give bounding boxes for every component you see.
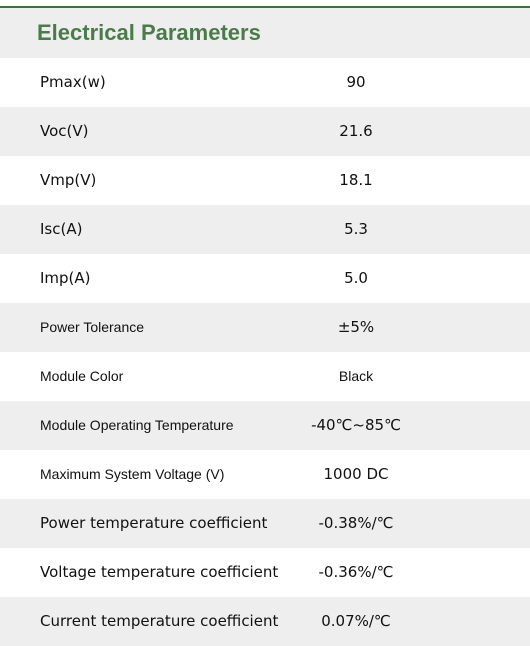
table-row: Isc(A) 5.3: [0, 205, 530, 254]
row-value: -0.36%/℃: [318, 563, 394, 581]
row-value: 21.6: [339, 122, 373, 140]
table-row: Module Color Black: [0, 352, 530, 401]
row-value: 5.3: [344, 220, 368, 238]
header: Electrical Parameters: [0, 8, 530, 58]
table-row: Maximum System Voltage (V) 1000 DC: [0, 450, 530, 499]
row-value: 5.0: [344, 269, 368, 287]
table-row: Power Tolerance ±5%: [0, 303, 530, 352]
row-label: Vmp(V): [40, 171, 97, 189]
row-label: Current temperature coefficient: [40, 612, 279, 630]
table-row: Module Operating Temperature -40℃~85℃: [0, 401, 530, 450]
table-row: Voc(V) 21.6: [0, 107, 530, 156]
row-value: 0.07%/℃: [321, 612, 391, 630]
table-row: Power temperature coefficient -0.38%/℃: [0, 499, 530, 548]
row-value: 1000 DC: [323, 465, 389, 483]
row-label: Imp(A): [40, 269, 91, 287]
row-value: -0.38%/℃: [318, 514, 394, 532]
row-label: Isc(A): [40, 220, 83, 238]
header-title: Electrical Parameters: [37, 20, 261, 45]
row-label: Module Operating Temperature: [40, 417, 234, 433]
row-label: Pmax(w): [40, 73, 106, 91]
table-row: Pmax(w) 90: [0, 58, 530, 107]
row-value: 18.1: [339, 171, 373, 189]
row-value: Black: [338, 368, 374, 384]
row-label: Voc(V): [40, 122, 89, 140]
row-value: -40℃~85℃: [311, 416, 401, 434]
row-value: 90: [346, 73, 366, 91]
row-label: Voltage temperature coefficient: [40, 563, 279, 581]
table-row: Current temperature coefficient 0.07%/℃: [0, 597, 530, 646]
row-label: Power temperature coefficient: [40, 514, 268, 532]
top-rule: [0, 6, 530, 8]
table-row: Imp(A) 5.0: [0, 254, 530, 303]
row-label: Power Tolerance: [40, 319, 145, 335]
table-row: Vmp(V) 18.1: [0, 156, 530, 205]
table-row: Voltage temperature coefficient -0.36%/℃: [0, 548, 530, 597]
row-label: Maximum System Voltage (V): [40, 466, 225, 482]
row-label: Module Color: [40, 368, 124, 384]
row-value: ±5%: [337, 318, 375, 336]
